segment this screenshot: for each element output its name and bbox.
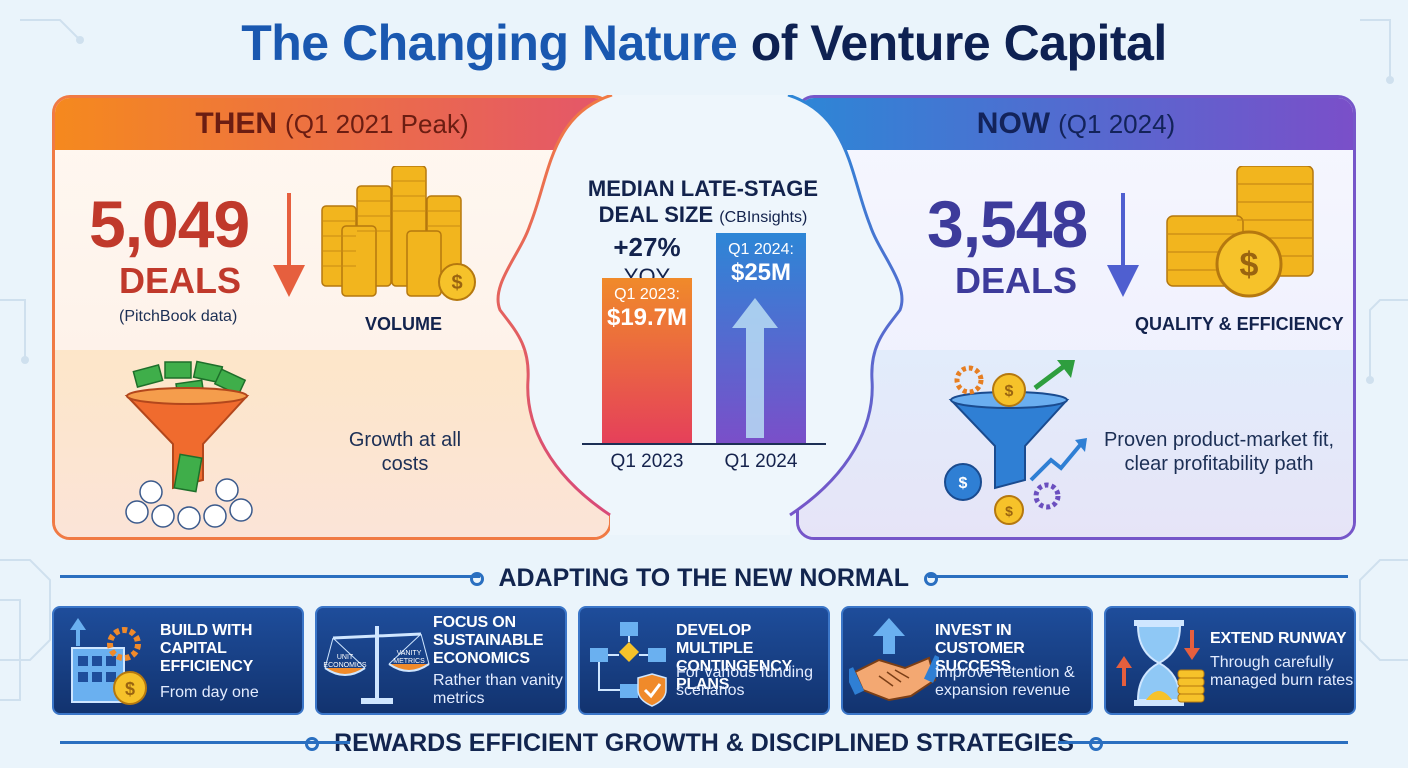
- card-sub: Through carefully managed burn rates: [1210, 654, 1354, 689]
- now-deals-number: 3,548: [927, 187, 1088, 261]
- svg-text:$: $: [1005, 383, 1014, 400]
- bar-value-label: Q1 2023: $19.7M: [602, 286, 692, 332]
- hourglass-coins-icon: [1116, 620, 1205, 706]
- deal-size-chart: Q1 2023: $19.7M Q1 2023 Q1 2024: $25M Q1 2024: [582, 230, 826, 472]
- scale-left-label: UNIT ECONOMICS: [323, 654, 367, 669]
- x-tick-label: Q1 2023: [610, 451, 684, 472]
- adapting-title: ADAPTING TO THE NEW NORMAL: [0, 564, 1408, 593]
- card-extend-runway: EXTEND RUNWAY Through carefully managed …: [1104, 606, 1356, 715]
- then-desc: Growth at all costs: [348, 429, 462, 475]
- card-title: INVEST IN CUSTOMER SUCCESS: [935, 622, 1025, 675]
- now-header-label: NOW: [976, 107, 1051, 140]
- bar-q1-2023: [602, 278, 692, 443]
- x-tick-label: Q1 2024: [724, 451, 798, 472]
- card-contingency-plans: DEVELOP MULTIPLE CONTINGENCY PLANS For v…: [578, 606, 830, 715]
- divider-right: [928, 575, 1348, 578]
- card-sub: For various funding scenarios: [676, 664, 813, 699]
- yoy-value: +27%: [613, 232, 681, 262]
- svg-text:$: $: [451, 272, 462, 294]
- then-source: (PitchBook data): [119, 308, 238, 325]
- adapting-title-text: ADAPTING TO THE NEW NORMAL: [498, 564, 909, 592]
- efficiency-funnel-icon: $ $ $: [944, 360, 1087, 525]
- card-capital-efficiency: $ BUILD WITH CAPITAL EFFICIENCY From day…: [52, 606, 304, 715]
- now-header: NOW (Q1 2024): [799, 98, 1353, 150]
- footer-label: REWARDS EFFICIENT GROWTH & DISCIPLINED S…: [334, 729, 1074, 757]
- card-title: EXTEND RUNWAY: [1210, 630, 1347, 647]
- then-header-sub: (Q1 2021 Peak): [285, 108, 469, 139]
- card-title: DEVELOP MULTIPLE CONTINGENCY PLANS: [676, 622, 792, 693]
- money-funnel-icon: [124, 360, 253, 530]
- building-gear-coin-icon: $: [70, 618, 147, 705]
- footer-divider-right: [1058, 741, 1348, 744]
- chart-title: MEDIAN LATE-STAGE DEAL SIZE (CBInsights): [578, 176, 828, 231]
- svg-text:$: $: [1005, 503, 1013, 519]
- page-title: The Changing Nature of Venture Capital: [0, 14, 1408, 72]
- title-part2: of Venture Capital: [750, 15, 1168, 71]
- now-deals-label: DEALS: [955, 260, 1078, 301]
- divider-left: [60, 575, 480, 578]
- footer-text: REWARDS EFFICIENT GROWTH & DISCIPLINED S…: [0, 729, 1408, 758]
- bar-value-label: Q1 2024: $25M: [716, 241, 806, 287]
- then-header: THEN (Q1 2021 Peak): [55, 98, 609, 150]
- card-sub: From day one: [160, 684, 259, 701]
- chart-title-source: (CBInsights): [719, 209, 808, 226]
- bar-label-value: $19.7M: [606, 304, 688, 331]
- now-header-sub: (Q1 2024): [1058, 108, 1176, 139]
- svg-text:$: $: [959, 475, 968, 492]
- bar-label-value: $25M: [730, 259, 792, 286]
- handshake-icon: [849, 618, 939, 702]
- title-part1: The Changing Nature: [241, 15, 738, 71]
- coin-stacks-icon: $: [321, 166, 476, 301]
- chart-baseline: [582, 443, 826, 445]
- up-arrow-icon: [732, 298, 778, 438]
- balance-scale-icon: [324, 626, 430, 704]
- card-sub: Rather than vanity metrics: [433, 672, 563, 707]
- scale-right-label: VANITY METRICS: [393, 650, 425, 665]
- card-customer-success: INVEST IN CUSTOMER SUCCESS Improve reten…: [841, 606, 1093, 715]
- footer-divider-left: [60, 741, 350, 744]
- bullet-right-icon: [923, 572, 938, 587]
- bar-label-caption: Q1 2024:: [728, 241, 794, 258]
- bullet-right-icon: [1088, 737, 1103, 752]
- now-panel: NOW (Q1 2024) 3,548 DEALS $ QUALITY & EF…: [796, 95, 1356, 540]
- svg-text:$: $: [1240, 246, 1259, 284]
- svg-text:$: $: [125, 679, 135, 699]
- card-sustainable-economics: UNIT ECONOMICS VANITY METRICS FOCUS ON S…: [315, 606, 567, 715]
- bullet-left-icon: [305, 737, 320, 752]
- card-title: FOCUS ON SUSTAINABLE ECONOMICS: [433, 614, 544, 667]
- now-desc: Proven product-market fit, clear profita…: [1103, 429, 1335, 475]
- card-title: BUILD WITH CAPITAL EFFICIENCY: [160, 622, 254, 675]
- then-deals-label: DEALS: [119, 260, 242, 301]
- card-sub: Improve retention & expansion revenue: [935, 664, 1075, 699]
- then-header-label: THEN: [195, 107, 278, 140]
- coin-stack-with-coin-icon: $: [1166, 166, 1314, 298]
- chart-title-text: MEDIAN LATE-STAGE DEAL SIZE: [587, 176, 819, 227]
- bar-label-caption: Q1 2023:: [614, 286, 680, 303]
- flowchart-shield-icon: [590, 622, 667, 707]
- then-volume-label: VOLUME: [365, 314, 443, 334]
- now-bottom-band: [799, 350, 1353, 537]
- then-deals-number: 5,049: [89, 187, 250, 261]
- down-arrow-icon: [273, 193, 305, 297]
- now-quality-label: QUALITY & EFFICIENCY: [1135, 314, 1344, 334]
- bullet-left-icon: [470, 572, 485, 587]
- down-arrow-icon: [1107, 193, 1139, 297]
